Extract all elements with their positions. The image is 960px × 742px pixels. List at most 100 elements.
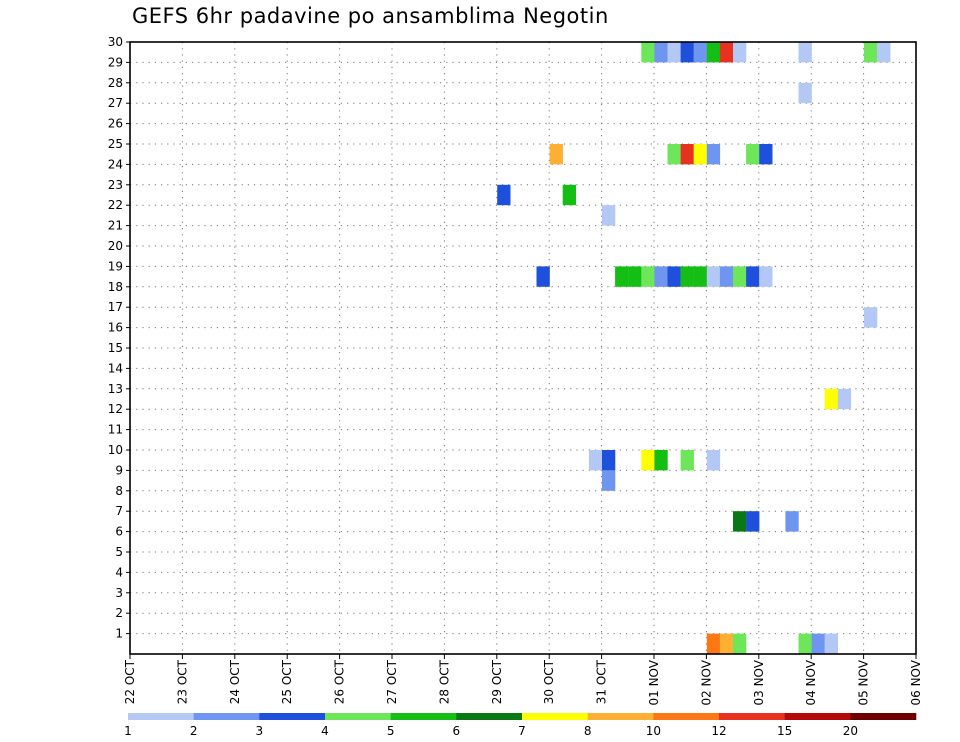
- heatmap-cell: [588, 450, 603, 471]
- y-tick-label: 1: [115, 627, 123, 641]
- x-tick-label: 02 NOV: [699, 659, 713, 705]
- y-tick-label: 10: [108, 443, 123, 457]
- heatmap-cell: [798, 82, 812, 104]
- x-tick-label: 28 OCT: [437, 659, 451, 704]
- colorbar-swatch: [719, 713, 785, 720]
- colorbar-label: 1: [124, 724, 132, 738]
- heatmap-cell: [746, 511, 760, 532]
- x-tick-label: 04 NOV: [804, 659, 818, 705]
- y-tick-label: 28: [108, 76, 123, 90]
- y-tick-label: 29: [108, 55, 123, 69]
- y-tick-label: 15: [108, 341, 123, 355]
- colorbar-swatch: [522, 713, 588, 720]
- heatmap-cell: [654, 266, 668, 287]
- heatmap-cell: [733, 633, 747, 654]
- heatmap-cell: [680, 144, 694, 165]
- y-tick-label: 4: [115, 565, 123, 579]
- heatmap-cell: [706, 144, 721, 165]
- y-tick-label: 13: [108, 382, 123, 396]
- heatmap-cell: [667, 266, 681, 287]
- y-tick-label: 6: [115, 525, 123, 539]
- x-tick-label: 26 OCT: [333, 659, 347, 704]
- heatmap-cell: [837, 388, 852, 410]
- y-tick-label: 14: [108, 361, 123, 375]
- heatmap-cell: [615, 266, 629, 287]
- colorbar-swatch: [193, 713, 260, 720]
- heatmap-cell: [641, 42, 655, 63]
- y-tick-label: 2: [115, 606, 123, 620]
- chart-title: GEFS 6hr padavine po ansamblima Negotin: [132, 4, 609, 28]
- heatmap-cell: [746, 144, 760, 165]
- y-tick-label: 9: [115, 463, 123, 477]
- heatmap-cell: [562, 184, 576, 206]
- heatmap-cell: [824, 388, 838, 410]
- heatmap-cell: [719, 42, 734, 63]
- colorbar-label: 3: [256, 724, 264, 738]
- colorbar-swatch: [587, 713, 654, 720]
- colorbar-label: 15: [777, 724, 792, 738]
- colorbar-swatch: [259, 713, 326, 720]
- heatmap-cell: [877, 42, 891, 63]
- heatmap-cell: [536, 266, 550, 287]
- x-tick-label: 27 OCT: [385, 659, 399, 704]
- x-tick-label: 23 OCT: [175, 659, 189, 704]
- heatmap-cell: [693, 266, 707, 287]
- colorbar-label: 10: [646, 724, 661, 738]
- heatmap-cell: [706, 450, 721, 471]
- y-tick-label: 17: [108, 300, 123, 314]
- x-axis: 22 OCT 23 OCT 24 OCT 25 OCT 26 OCT 27 OCT 28 O…: [123, 654, 923, 706]
- y-tick-label: 22: [108, 198, 123, 212]
- colorbar-label: 20: [843, 724, 858, 738]
- y-tick-label: 3: [115, 586, 123, 600]
- y-axis: 1234567891011121314151617181920212223242…: [108, 35, 130, 641]
- x-tick-label: 25 OCT: [280, 659, 294, 704]
- x-tick-label: 24 OCT: [228, 659, 242, 704]
- y-tick-label: 16: [108, 321, 123, 335]
- colorbar-swatch: [456, 713, 523, 720]
- heatmap-cell: [706, 633, 721, 654]
- grid: [130, 42, 916, 654]
- y-tick-label: 26: [108, 117, 123, 131]
- x-tick-label: 31 OCT: [595, 659, 609, 704]
- colorbar-label: 2: [190, 724, 198, 738]
- x-tick-label: 29 OCT: [490, 659, 504, 704]
- colorbar-swatch: [850, 713, 917, 720]
- colorbar: 1 2 3 4 5 6 7 8 10 12 15 20: [124, 713, 917, 738]
- heatmap-cell: [602, 470, 616, 491]
- colorbar-label: 4: [321, 724, 329, 738]
- heatmap-cell: [667, 144, 681, 165]
- heatmap-cell: [864, 307, 878, 328]
- x-tick-label: 03 NOV: [752, 659, 766, 705]
- colorbar-label: 12: [711, 724, 726, 738]
- y-tick-label: 25: [108, 137, 123, 151]
- heatmap-cell: [759, 266, 773, 287]
- colorbar-swatch: [653, 713, 720, 720]
- heatmap-cell: [693, 144, 707, 165]
- x-tick-label: 06 NOV: [909, 659, 923, 705]
- x-tick-label: 30 OCT: [542, 659, 556, 704]
- heatmap-cell: [733, 42, 747, 63]
- heatmap-cell: [693, 42, 707, 63]
- heatmap-cell: [641, 266, 655, 287]
- colorbar-swatch: [128, 713, 194, 720]
- data-cells: [497, 42, 891, 654]
- heatmap-cell: [785, 511, 799, 532]
- y-tick-label: 8: [115, 484, 123, 498]
- heatmap-cell: [811, 633, 825, 654]
- colorbar-label: 5: [387, 724, 395, 738]
- heatmap-cell: [680, 42, 694, 63]
- heatmap-cell: [602, 205, 616, 226]
- y-tick-label: 21: [108, 219, 123, 233]
- y-tick-label: 5: [115, 545, 123, 559]
- heatmap-cell: [654, 450, 668, 471]
- heatmap-cell: [628, 266, 642, 287]
- colorbar-swatch: [390, 713, 457, 720]
- heatmap-cell: [654, 42, 668, 63]
- heatmap-cell: [641, 450, 655, 471]
- heatmap-cell: [667, 42, 681, 63]
- y-tick-label: 23: [108, 178, 123, 192]
- heatmap-cell: [680, 266, 694, 287]
- colorbar-label: 6: [453, 724, 461, 738]
- heatmap-cell: [798, 42, 812, 63]
